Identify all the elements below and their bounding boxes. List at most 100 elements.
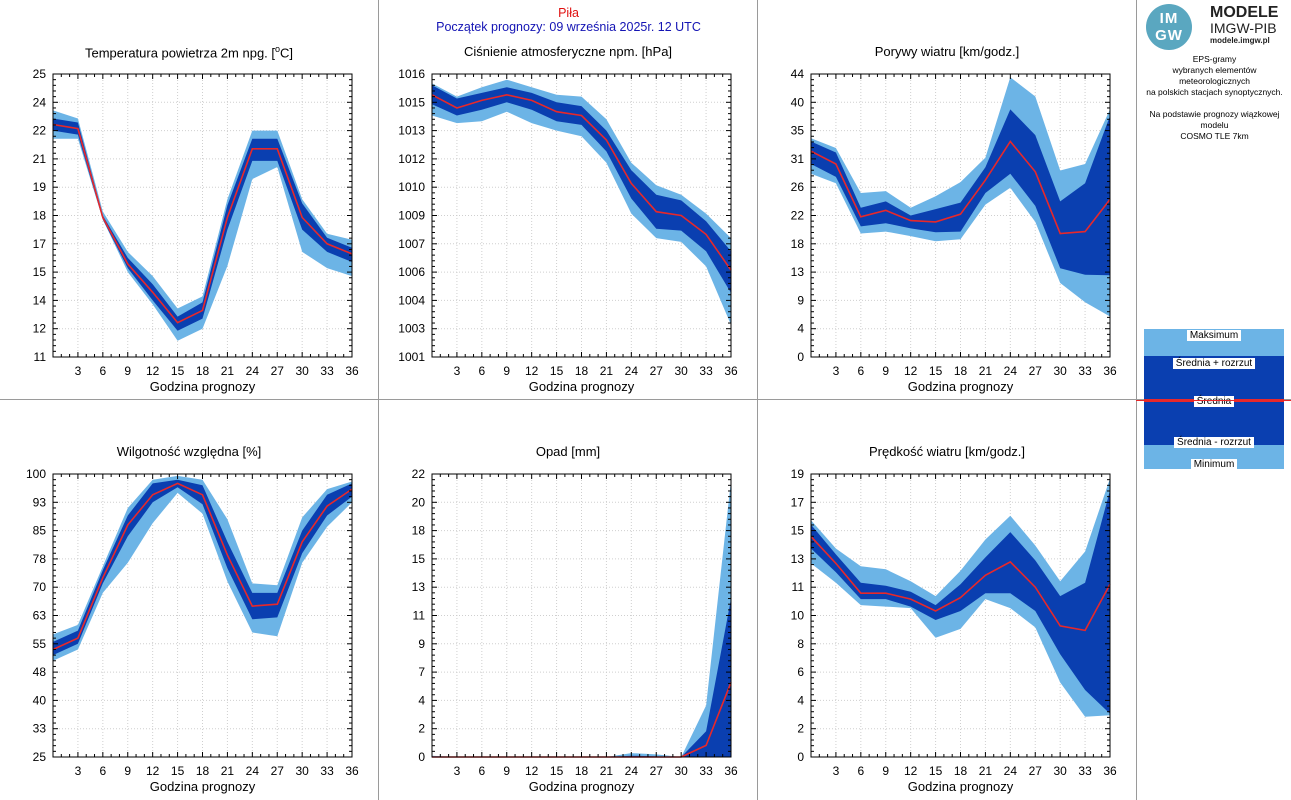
x-tick-label: 27 <box>650 364 664 378</box>
x-tick-label: 6 <box>99 764 106 778</box>
chart-precipitation: Opad [mm] 0 2 4 7 9 11 13 15 18 20 22 3 6 9 12 15 18 21 24 2… <box>379 400 757 799</box>
x-tick-label: 6 <box>857 364 864 378</box>
x-tick-label: 30 <box>674 764 688 778</box>
x-tick-label: 27 <box>650 764 664 778</box>
x-tick-label: 33 <box>320 764 334 778</box>
x-tick-label: 6 <box>478 364 485 378</box>
x-tick-label: 6 <box>857 764 864 778</box>
y-tick-label: 1010 <box>398 180 425 194</box>
x-tick-label: 12 <box>146 764 160 778</box>
band-spread <box>811 109 1110 276</box>
x-tick-label: 33 <box>699 364 713 378</box>
x-tick-label: 18 <box>954 764 968 778</box>
y-tick-label: 19 <box>791 467 805 481</box>
x-tick-label: 21 <box>979 364 993 378</box>
mean-line <box>810 140 1111 235</box>
chart-title: Temperatura powietrza 2m npg. [oC] <box>84 44 294 61</box>
y-tick-label: 15 <box>412 552 426 566</box>
y-tick-label: 1003 <box>398 322 425 336</box>
y-tick-label: 40 <box>33 693 47 707</box>
x-tick-label: 18 <box>196 764 210 778</box>
x-tick-label: 3 <box>75 764 82 778</box>
chart-title: Porywy wiatru [km/godz.] <box>874 44 1020 59</box>
y-tick-label: 13 <box>791 552 805 566</box>
y-tick-label: 11 <box>792 580 805 594</box>
x-tick-label: 21 <box>221 364 235 378</box>
chart-svg: 1001 1003 1004 1006 1007 1009 1010 1012 1013 1015… <box>398 67 738 394</box>
x-tick-label: 24 <box>246 364 260 378</box>
y-tick-label: 17 <box>791 495 805 509</box>
x-axis-label: Godzina prognozy <box>529 379 635 394</box>
x-axis-label: Godzina prognozy <box>150 779 256 794</box>
x-tick-label: 6 <box>478 764 485 778</box>
x-tick-label: 36 <box>724 764 738 778</box>
y-tick-label: 21 <box>33 152 47 166</box>
separator-vertical-left <box>378 0 379 800</box>
x-tick-label: 3 <box>833 364 840 378</box>
x-tick-label: 33 <box>699 764 713 778</box>
logo-url: modele.imgw.pl <box>1210 36 1270 45</box>
y-tick-label: 18 <box>412 524 426 538</box>
chart-temperature: Temperatura powietrza 2m npg. [oC] 11 12 14… <box>0 0 378 399</box>
y-tick-label: 20 <box>412 495 426 509</box>
x-tick-label: 24 <box>625 764 639 778</box>
chart-wind-gusts: Porywy wiatru [km/godz.] 0 4 9 13 18 22 26 31 35 4… <box>758 0 1136 399</box>
y-tick-label: 33 <box>33 722 47 736</box>
imgw-logo: IM GW MODELE IMGW-PIB modele.imgw.pl <box>1146 4 1288 50</box>
x-tick-label: 33 <box>320 364 334 378</box>
legend-mean-extension <box>1136 400 1291 401</box>
x-tick-label: 24 <box>1004 764 1018 778</box>
y-tick-label: 13 <box>412 580 426 594</box>
y-tick-label: 1001 <box>398 350 425 364</box>
x-tick-label: 3 <box>454 764 461 778</box>
y-tick-label: 6 <box>797 665 804 679</box>
desc-line: Na podstawie prognozy wiązkowej modelu <box>1149 109 1280 130</box>
desc-line: COSMO TLE 7km <box>1180 131 1249 141</box>
chart-title: Opad [mm] <box>535 444 601 459</box>
band-spread <box>432 598 731 757</box>
x-tick-label: 12 <box>525 364 539 378</box>
y-tick-label: 1012 <box>398 152 425 166</box>
y-tick-label: 1009 <box>398 209 425 223</box>
x-tick-label: 12 <box>904 764 918 778</box>
x-tick-label: 33 <box>1078 764 1092 778</box>
x-tick-label: 9 <box>124 764 131 778</box>
y-tick-label: 2 <box>797 722 804 736</box>
y-tick-label: 25 <box>33 750 47 764</box>
y-tick-label: 93 <box>33 495 47 509</box>
y-tick-label: 63 <box>33 609 47 623</box>
x-tick-label: 15 <box>550 764 564 778</box>
x-tick-label: 15 <box>929 764 943 778</box>
y-tick-label: 35 <box>791 124 805 138</box>
y-tick-label: 4 <box>418 693 425 707</box>
x-tick-label: 9 <box>124 364 131 378</box>
x-tick-label: 3 <box>454 364 461 378</box>
x-tick-label: 15 <box>550 364 564 378</box>
y-tick-label: 1004 <box>398 293 425 307</box>
x-tick-label: 18 <box>196 364 210 378</box>
y-tick-label: 9 <box>418 637 425 651</box>
separator-vertical-right <box>757 0 758 800</box>
x-tick-label: 30 <box>295 364 309 378</box>
x-tick-label: 30 <box>1053 764 1067 778</box>
x-tick-label: 3 <box>75 364 82 378</box>
x-tick-label: 36 <box>1103 364 1117 378</box>
x-tick-label: 9 <box>882 764 889 778</box>
mean-line <box>52 482 353 651</box>
x-tick-label: 27 <box>1029 364 1043 378</box>
y-tick-label: 17 <box>33 237 47 251</box>
y-tick-label: 11 <box>413 609 426 623</box>
chart-title: Prędkość wiatru [km/godz.] <box>868 444 1026 459</box>
x-tick-label: 15 <box>171 764 185 778</box>
y-tick-label: 22 <box>33 124 47 138</box>
x-tick-label: 36 <box>345 764 359 778</box>
y-tick-label: 85 <box>33 524 47 538</box>
band-spread <box>811 490 1110 714</box>
station-name: Piła <box>558 6 579 20</box>
desc-line: EPS-gramy <box>1192 54 1237 64</box>
x-tick-label: 30 <box>1053 364 1067 378</box>
band-min-max <box>432 480 731 757</box>
y-tick-label: 55 <box>33 637 47 651</box>
